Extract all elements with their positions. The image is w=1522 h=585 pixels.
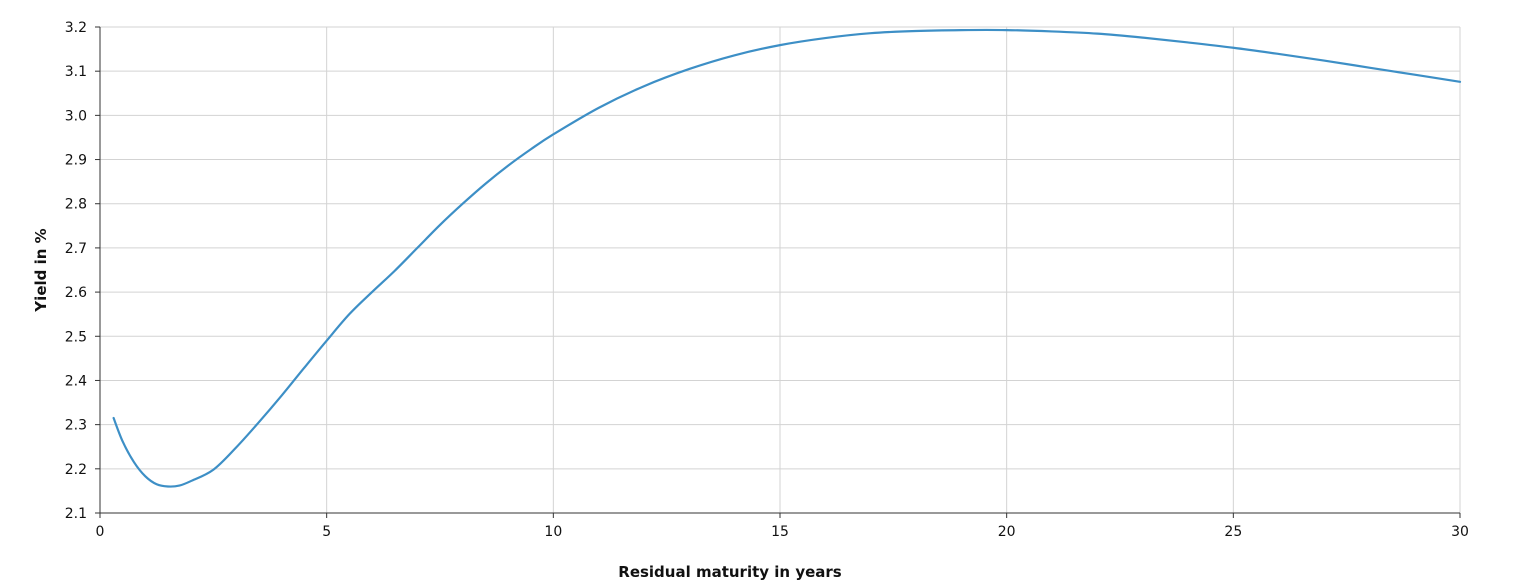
y-tick-label: 3.0 — [65, 108, 87, 124]
x-tick-label: 15 — [771, 524, 789, 540]
x-tick-label: 20 — [998, 524, 1016, 540]
y-tick-label: 2.4 — [65, 373, 87, 389]
y-tick-label: 2.9 — [65, 153, 87, 169]
y-tick-label: 2.7 — [65, 241, 87, 257]
y-tick-label: 2.8 — [65, 197, 87, 213]
x-tick-label: 25 — [1224, 524, 1242, 540]
y-tick-label: 2.6 — [65, 285, 87, 301]
y-tick-label: 3.1 — [65, 64, 87, 80]
y-tick-label: 2.1 — [65, 506, 87, 522]
y-axis-title: Yield in % — [32, 228, 50, 312]
y-tick-label: 2.2 — [65, 462, 87, 478]
x-tick-label: 30 — [1451, 524, 1469, 540]
series-group — [112, 28, 1462, 488]
y-tick-label: 3.2 — [65, 20, 87, 36]
x-axis-ticks: 0 5 10 15 20 25 30 — [96, 513, 1469, 540]
y-axis-ticks: 2.1 2.2 2.3 2.4 2.5 2.6 2.7 2.8 2.9 3.0 3.1 3.2 — [65, 20, 100, 522]
yield-curve-line — [112, 28, 1462, 488]
x-tick-label: 0 — [96, 524, 105, 540]
vertical-grid-lines — [326, 27, 1461, 513]
y-tick-label: 2.5 — [65, 329, 87, 345]
x-axis-title: Residual maturity in years — [618, 563, 842, 581]
horizontal-grid-lines — [100, 26, 1460, 470]
x-tick-label: 5 — [322, 524, 331, 540]
x-tick-label: 10 — [544, 524, 562, 540]
y-tick-label: 2.3 — [65, 418, 87, 434]
